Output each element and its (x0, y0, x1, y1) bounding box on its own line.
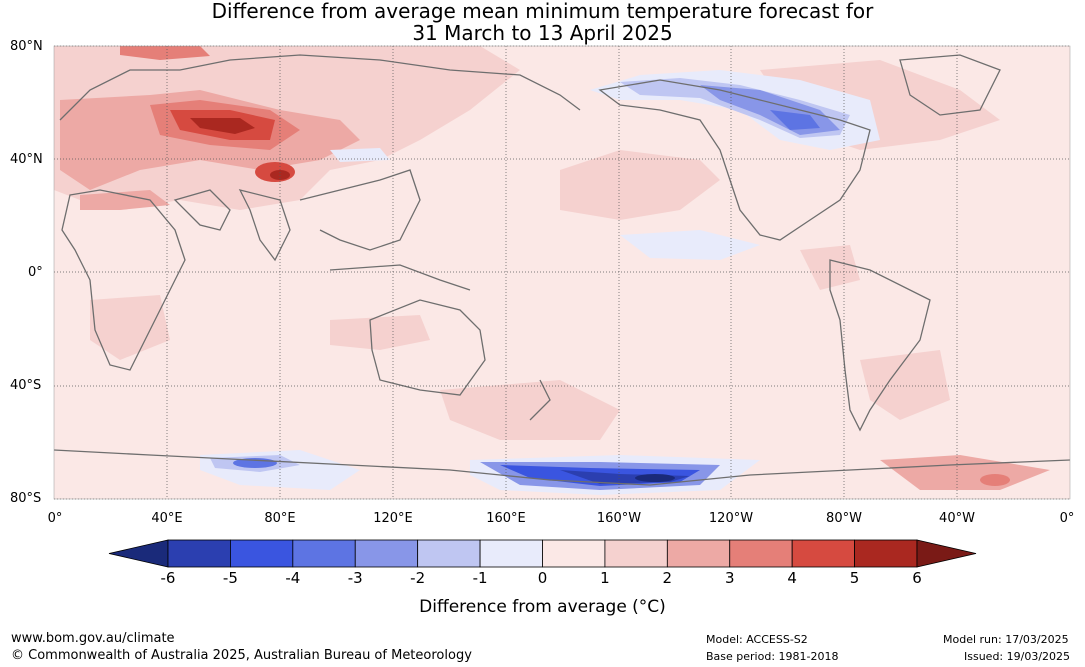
warm-anomaly-regions (54, 46, 1050, 490)
lon-label-0-left: 0° (47, 511, 63, 526)
lat-label-80n: 80°N (10, 39, 43, 54)
colorbar-tick-label: -5 (222, 569, 238, 587)
footer-base-period: Base period: 1981-2018 (706, 650, 839, 663)
lon-label-120w: 120°W (708, 511, 754, 526)
lon-label-160e: 160°E (486, 511, 526, 526)
colorbar-segment (604, 539, 668, 568)
lat-label-80s: 80°S (10, 491, 42, 506)
colorbar-segment (729, 539, 793, 568)
colorbar-segment (479, 539, 543, 568)
cool-anomaly-regions (200, 70, 880, 495)
colorbar-segment (167, 539, 231, 568)
map-title-line1: Difference from average mean minimum tem… (211, 0, 874, 23)
colorbar-segment (666, 539, 731, 568)
lat-label-40s: 40°S (10, 378, 42, 393)
colorbar-tick-label: 5 (849, 569, 860, 587)
colorbar-tick-label: 1 (600, 569, 610, 587)
lat-label-equator: 0° (28, 265, 43, 280)
colorbar-arrow-low (108, 539, 169, 568)
colorbar-arrow-high (916, 539, 977, 568)
lon-label-120e: 120°E (373, 511, 413, 526)
lat-label-40n: 40°N (10, 152, 43, 167)
colorbar-segment (292, 539, 356, 568)
colorbar-tick-label: -2 (410, 569, 426, 587)
lon-label-0-right: 0° (1059, 511, 1075, 526)
colorbar-segment (230, 539, 294, 568)
coastlines (53, 54, 1071, 486)
footer-url[interactable]: www.bom.gov.au/climate (11, 631, 175, 646)
lon-label-40e: 40°E (151, 511, 183, 526)
colorbar-label: Difference from average (°C) (419, 597, 666, 617)
colorbar-segment (854, 539, 918, 568)
colorbar-segment (417, 539, 481, 568)
colorbar-tick-label: 4 (787, 569, 797, 587)
colorbar-tick-label: 3 (724, 569, 735, 587)
colorbar-tick-label: -4 (285, 569, 301, 587)
footer-model-run: Model run: 17/03/2025 (943, 633, 1069, 646)
colorbar-tick-label: 6 (912, 569, 922, 587)
colorbar-tick-label: -1 (472, 569, 488, 587)
colorbar-segment (791, 539, 855, 568)
map-frame (53, 45, 1071, 500)
colorbar-segment (542, 539, 606, 568)
footer-copyright: © Commonwealth of Australia 2025, Austra… (11, 648, 472, 663)
lon-label-160w: 160°W (596, 511, 642, 526)
colorbar-tick-label: 0 (537, 569, 548, 587)
colorbar-tick-label: -3 (347, 569, 363, 587)
footer-issued: Issued: 19/03/2025 (964, 650, 1071, 663)
lon-label-80e: 80°E (264, 511, 296, 526)
colorbar-tick-label: -6 (160, 569, 176, 587)
map-title-line2: 31 March to 13 April 2025 (412, 21, 673, 45)
footer-model: Model: ACCESS-S2 (706, 633, 808, 646)
colorbar-segment (354, 539, 419, 568)
lon-label-80w: 80°W (826, 511, 862, 526)
colorbar-tick-label: 2 (662, 569, 673, 587)
lon-label-40w: 40°W (939, 511, 975, 526)
